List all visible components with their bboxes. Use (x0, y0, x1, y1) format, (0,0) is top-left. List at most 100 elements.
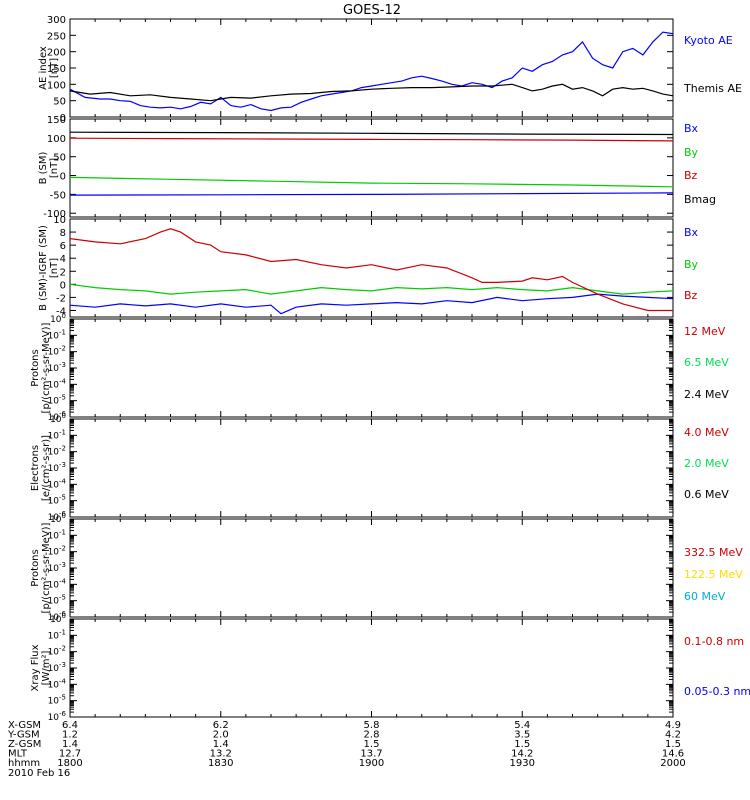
footer-value: 13.2 (210, 749, 232, 760)
xray-panel: Xray Flux[W/m²]10-610-510-410-310-210-11… (30, 612, 750, 723)
xray-ylabel-tick: 10-1 (48, 628, 66, 641)
footer-value: 1.4 (62, 739, 78, 750)
electrons-ylabel-tick: 10-1 (48, 428, 66, 441)
footer-row-label: Z-GSM (8, 739, 41, 750)
bdiff-ytick-label: 10 (53, 215, 66, 226)
xray-ylabel-tick: 10-2 (48, 645, 66, 658)
electrons-ylabel: Electrons[e/(cm²-s-sr)] (30, 435, 52, 501)
bdiff-ylabel: B (SM)-IGRF (SM)[nT] (38, 225, 60, 311)
ae-ytick-label: 150 (47, 64, 66, 75)
ae-ytick-label: 250 (47, 31, 66, 42)
ephemeris-footer: X-GSM 6.4 6.2 5.8 5.4 4.9 Y-GSM 1.2 2.0 2.8 3.5 4.2… (7, 720, 686, 769)
b-ylabel: B (SM)[nT] (38, 151, 60, 184)
footer-value: 12.7 (59, 749, 81, 760)
xray-legend-item: 0.05-0.3 nm (684, 685, 750, 698)
electrons-panel: Electrons[e/(cm²-s-sr)]10-610-510-410-31… (30, 412, 729, 523)
protons2-legend-item: 60 MeV (684, 590, 726, 603)
protons2-panel: Protons[p/(cm²-s-sr-MeV)]10-610-510-410-… (30, 0, 743, 623)
ae-ylabel: AE index[nT] (38, 46, 60, 90)
protons2-frame (69, 518, 674, 618)
footer-value: 2.8 (364, 730, 380, 741)
bdiff-series-line (69, 293, 674, 315)
b-series-line (69, 137, 674, 142)
protons1-ylabel: Protons[p/(cm²-s-sr-MeV)] (30, 322, 52, 413)
footer-value: 14.2 (511, 749, 533, 760)
footer-value: 1900 (359, 758, 384, 769)
footer-value: 13.7 (360, 749, 382, 760)
bdiff-legend-item: By (684, 258, 699, 271)
ae-ytick-label: 50 (53, 97, 66, 108)
protons1-legend-item: 2.4 MeV (684, 388, 729, 401)
bdiff-legend-item: Bx (684, 226, 699, 239)
bdiff-series-line (69, 283, 674, 295)
footer-value: 4.9 (665, 720, 681, 731)
protons2-legend-item: 122.5 MeV (684, 568, 743, 581)
protons1-panel: Protons[p/(cm²-s-sr-MeV)]10-610-510-410-… (30, 312, 729, 423)
electrons-legend-item: 4.0 MeV (684, 426, 729, 439)
b-ytick-label: 50 (53, 153, 66, 164)
ae-legend-item: Kyoto AE (684, 34, 733, 47)
ae-ytick-label: 200 (47, 48, 66, 59)
b-legend-item: By (684, 146, 699, 159)
footer-value: 1.5 (364, 739, 380, 750)
protons2-ylabel: Protons[p/(cm²-s-sr-MeV)] (30, 522, 52, 613)
bdiff-ytick-label: 6 (60, 241, 66, 252)
protons1-legend-item: 12 MeV (684, 325, 726, 338)
footer-row-label: MLT (8, 749, 28, 760)
bdiff-ytick-label: 2 (60, 267, 66, 278)
protons1-frame (69, 318, 674, 418)
ae-frame (69, 18, 674, 118)
ae-ytick-label: 100 (47, 80, 66, 91)
footer-value: 1.4 (213, 739, 229, 750)
electrons-legend-item: 2.0 MeV (684, 457, 729, 470)
footer-value: 5.8 (364, 720, 380, 731)
footer-value: 6.4 (62, 720, 78, 731)
footer-value: 1.5 (665, 739, 681, 750)
electrons-frame (69, 418, 674, 518)
ae-ytick-label: 300 (47, 15, 66, 26)
bdiff-legend-item: Bz (684, 289, 698, 302)
ae-panel: AE index[nT] 0 50 100 150 200 250 300 Kyoto AE Th… (38, 15, 742, 124)
xray-legend-item: 0.1-0.8 nm (684, 635, 744, 648)
footer-value: 14.6 (662, 749, 684, 760)
b-series-line (69, 131, 674, 136)
footer-row-label: hhmm (8, 758, 40, 769)
xray-ylabel: Xray Flux[W/m²] (30, 644, 52, 691)
footer-value: 6.2 (213, 720, 229, 731)
b-ytick-label: -100 (43, 209, 66, 220)
protons2-legend-item: 27.5 MeV (684, 0, 736, 3)
ae-series-line (69, 83, 674, 102)
xray-ylabel-tick: 10-5 (48, 694, 66, 707)
footer-value: 1.5 (514, 739, 530, 750)
footer-value: 2.0 (213, 730, 229, 741)
footer-value: 2000 (660, 758, 685, 769)
ae-ytick-label: 0 (60, 113, 66, 124)
electrons-legend-item: 0.6 MeV (684, 488, 729, 501)
bdiff-ytick-label: 0 (60, 280, 66, 291)
xray-frame (69, 618, 674, 718)
footer-value: 1.2 (62, 730, 78, 741)
footer-row-label: X-GSM (8, 720, 41, 731)
bdiff-ytick-label: -2 (56, 293, 66, 304)
footer-value: 1830 (208, 758, 233, 769)
b-series-line (69, 176, 674, 188)
footer-value: 1800 (57, 758, 82, 769)
bdiff-panel: B (SM)-IGRF (SM)[nT]-4 -2 0 2 4 6 8 10 Bx By Bz (38, 215, 699, 318)
bdiff-series-line (69, 228, 673, 312)
bdiff-ytick-label: 4 (60, 254, 66, 265)
b-ytick-label: 100 (47, 134, 66, 145)
b-series-line (69, 192, 674, 196)
bdiff-frame (69, 218, 674, 318)
ae-legend-item: Themis AE (683, 82, 742, 95)
b-legend-item: Bz (684, 169, 698, 182)
date-label: 2010 Feb 16 (8, 768, 70, 779)
b-ytick-label: 0 (60, 172, 66, 183)
b-ytick-label: -50 (50, 190, 66, 201)
footer-value: 1930 (510, 758, 535, 769)
ae-series-line (69, 31, 674, 112)
bdiff-ytick-label: 8 (60, 228, 66, 239)
b-panel: B (SM)[nT] -100 -50 0 50 100 150 Bx By Bz Bmag (38, 115, 716, 220)
b-ytick-label: 150 (47, 115, 66, 126)
